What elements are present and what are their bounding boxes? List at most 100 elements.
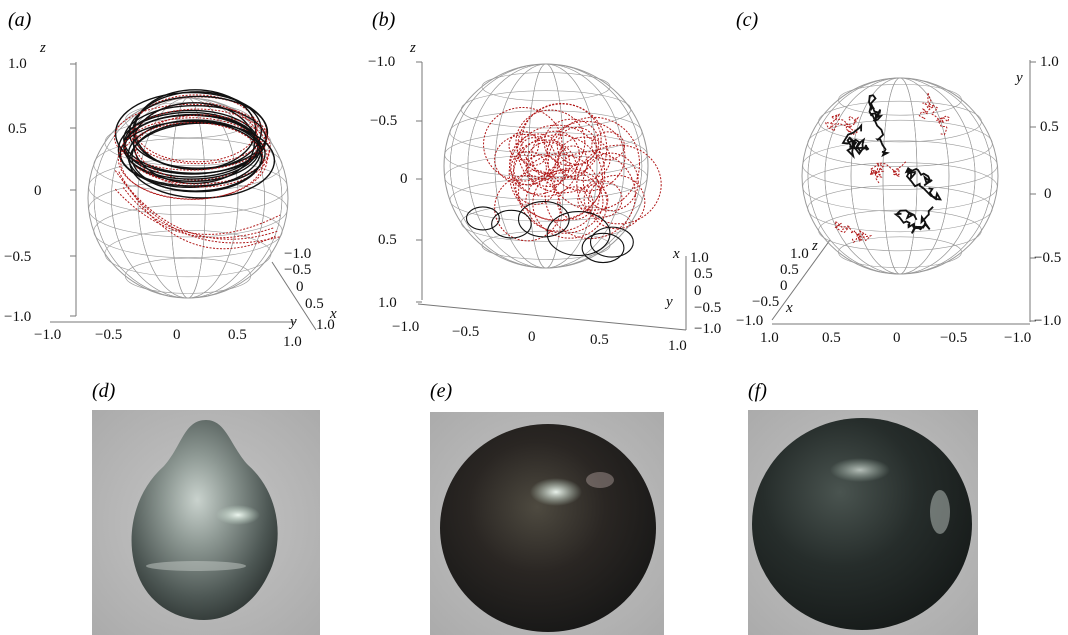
sphere-outline bbox=[801, 77, 999, 275]
trajectory-loop bbox=[576, 144, 662, 225]
photo-e: (e) bbox=[430, 380, 664, 635]
trajectory-loop bbox=[134, 114, 270, 188]
z-tick: 1.0 bbox=[378, 295, 397, 311]
depth-axis-second-name: y bbox=[288, 314, 297, 330]
longitude-line bbox=[824, 77, 976, 275]
latitude-line bbox=[104, 229, 272, 278]
latitude-line bbox=[807, 185, 993, 233]
longitude-line bbox=[807, 77, 993, 275]
trajectory-loop bbox=[494, 174, 561, 242]
pearl-band bbox=[146, 561, 246, 571]
depth-tick: 1.0 bbox=[790, 246, 809, 262]
z-tick: −0.5 bbox=[4, 249, 31, 265]
latitude-line bbox=[104, 118, 272, 167]
photo-f: (f) bbox=[748, 380, 978, 635]
z-tick: −0.5 bbox=[370, 113, 397, 129]
z-tick: 0 bbox=[400, 171, 408, 187]
trajectory-loop bbox=[508, 131, 539, 161]
z-tick: −1.0 bbox=[4, 309, 31, 325]
x-tick: 1.0 bbox=[283, 334, 302, 350]
trajectory-loop bbox=[546, 211, 611, 257]
x-tick: 1.0 bbox=[668, 338, 687, 354]
y-tick: −1.0 bbox=[1034, 313, 1061, 329]
panel-b: (b) z −1.0 −0.5 0 0.5 1.0 −1.0 −0.5 0 0.… bbox=[368, 9, 721, 354]
pearl-highlight bbox=[830, 458, 890, 482]
longitude-line bbox=[93, 97, 283, 299]
latitude-line bbox=[818, 100, 982, 143]
latitude-line bbox=[88, 158, 288, 216]
trajectory-loop bbox=[131, 121, 263, 193]
trajectory-loop bbox=[589, 226, 634, 258]
trajectory-loop bbox=[557, 145, 589, 179]
x-tick: −0.5 bbox=[452, 324, 479, 340]
depth-axis-name: z bbox=[811, 238, 818, 254]
trajectory-path bbox=[114, 188, 275, 239]
trajectory-loop bbox=[547, 116, 641, 211]
x-tick: −1.0 bbox=[392, 319, 419, 335]
z-tick: 1.0 bbox=[8, 56, 27, 72]
z-axis-name: z bbox=[39, 40, 46, 56]
panel-c-label: (c) bbox=[736, 9, 759, 31]
sphere-wireframe bbox=[801, 77, 999, 275]
trajectory-loop bbox=[556, 126, 597, 165]
depth-tick: 0 bbox=[694, 283, 702, 299]
trajectory-loop bbox=[132, 102, 256, 185]
z-tick: 0.5 bbox=[378, 232, 397, 248]
depth-tick: −1.0 bbox=[284, 246, 311, 262]
x-tick: 0.5 bbox=[822, 330, 841, 346]
x-tick: −0.5 bbox=[940, 330, 967, 346]
trajectory-path bbox=[834, 220, 873, 244]
depth-tick: −0.5 bbox=[284, 262, 311, 278]
y-tick: 0 bbox=[1044, 186, 1052, 202]
z-tick: 0.5 bbox=[8, 121, 27, 137]
z-tick: −1.0 bbox=[368, 54, 395, 70]
trajectory-loop bbox=[583, 180, 623, 218]
pearl-image bbox=[440, 424, 656, 632]
trajectory-loop bbox=[526, 154, 558, 181]
longitude-line bbox=[449, 63, 643, 269]
longitude-line bbox=[850, 77, 950, 275]
latitude-line bbox=[444, 154, 648, 200]
panel-c: (c) y 1.0 0.5 0 −0.5 −1.0 1.0 0.5 0 −0.5… bbox=[736, 9, 1061, 346]
trajectory-loop bbox=[531, 130, 581, 182]
trajectory-loop bbox=[546, 120, 626, 192]
pearl-highlight bbox=[530, 478, 582, 506]
trajectory-path bbox=[841, 123, 870, 159]
trajectory-loop bbox=[557, 186, 594, 220]
depth-tick: −1.0 bbox=[736, 313, 763, 329]
trajectory-loop bbox=[483, 107, 563, 182]
latitude-line bbox=[802, 162, 998, 212]
latitude-line bbox=[818, 209, 982, 252]
latitude-line bbox=[93, 204, 283, 259]
trajectory-loop bbox=[525, 141, 571, 187]
latitude-line bbox=[460, 90, 632, 129]
trajectory-loop bbox=[113, 103, 268, 171]
trajectory-loop bbox=[465, 206, 500, 231]
trajectory-path bbox=[114, 170, 279, 240]
trajectory-path bbox=[893, 206, 934, 234]
trajectory-path bbox=[122, 187, 281, 235]
latitude-line bbox=[481, 230, 611, 260]
depth-tick: 0 bbox=[296, 279, 304, 295]
pearl-highlight bbox=[216, 505, 260, 525]
latitude-line bbox=[124, 257, 252, 294]
latitude-line bbox=[838, 236, 962, 268]
depth-tick: 0 bbox=[780, 278, 788, 294]
pearl-highlight bbox=[930, 490, 950, 534]
trajectory-loop bbox=[117, 117, 268, 200]
x-axis-line bbox=[417, 303, 687, 331]
depth-tick: −0.5 bbox=[752, 294, 779, 310]
depth-tick: 0.5 bbox=[780, 262, 799, 278]
x-tick: −1.0 bbox=[34, 327, 61, 343]
trajectory-path bbox=[118, 171, 276, 250]
longitude-line bbox=[824, 77, 976, 275]
depth-tick: −0.5 bbox=[694, 300, 721, 316]
depth-tick: 1.0 bbox=[690, 250, 709, 266]
depth-tick: 0.5 bbox=[305, 296, 324, 312]
trajectory-plot bbox=[465, 102, 662, 264]
trajectory-plot bbox=[824, 92, 950, 244]
sphere-wireframe bbox=[443, 63, 649, 269]
pearl-highlight bbox=[586, 472, 614, 488]
depth-axis-second-name: x bbox=[785, 300, 793, 316]
